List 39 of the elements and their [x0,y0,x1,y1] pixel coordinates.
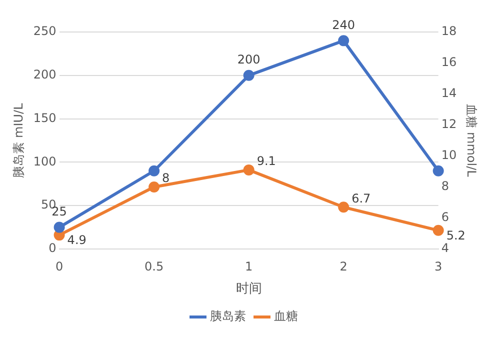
point [243,70,254,81]
y2-tick-label: 4 [441,241,449,256]
point [54,222,65,233]
x-tick-label: 2 [340,259,348,274]
y2-tick-label: 14 [441,86,457,100]
y-tick-label: 100 [33,154,56,168]
y2-tick-label: 8 [441,179,449,194]
data-label: 8 [162,171,170,186]
y-tick-label: 0 [48,241,56,256]
y2-tick-label: 18 [441,24,457,38]
y2-axis-title: 血糖 mmol/L [464,104,479,178]
y-axis-title: 胰岛素 mIU/L [11,102,26,178]
y2-tick-label: 12 [441,117,457,132]
y-tick-label: 250 [33,24,56,38]
point [432,224,444,236]
y-tick-label: 200 [33,68,56,82]
point [148,182,160,192]
point [148,165,160,176]
legend-label: 血糖 [274,309,298,324]
data-label: 9.1 [256,154,276,168]
data-label: 240 [332,18,356,32]
point [338,35,350,46]
legend-label: 胰岛素 [210,309,246,324]
x-tick-label: 1 [244,259,253,274]
y2-tick-label: 10 [441,148,457,162]
point [243,164,254,176]
data-label: 5.2 [446,228,466,243]
x-tick-label: 3 [434,259,442,274]
point [338,202,350,213]
point [432,165,444,176]
y2-tick-label: 6 [441,210,449,224]
x-tick-label: 0.5 [144,259,164,274]
data-label: 4.9 [67,233,86,248]
y-tick-label: 50 [41,198,56,212]
data-label: 200 [237,52,260,67]
data-label: 6.7 [352,191,371,206]
y2-tick-label: 16 [441,55,457,70]
x-axis-title: 时间 [236,282,262,297]
y-tick-label: 150 [33,110,56,125]
